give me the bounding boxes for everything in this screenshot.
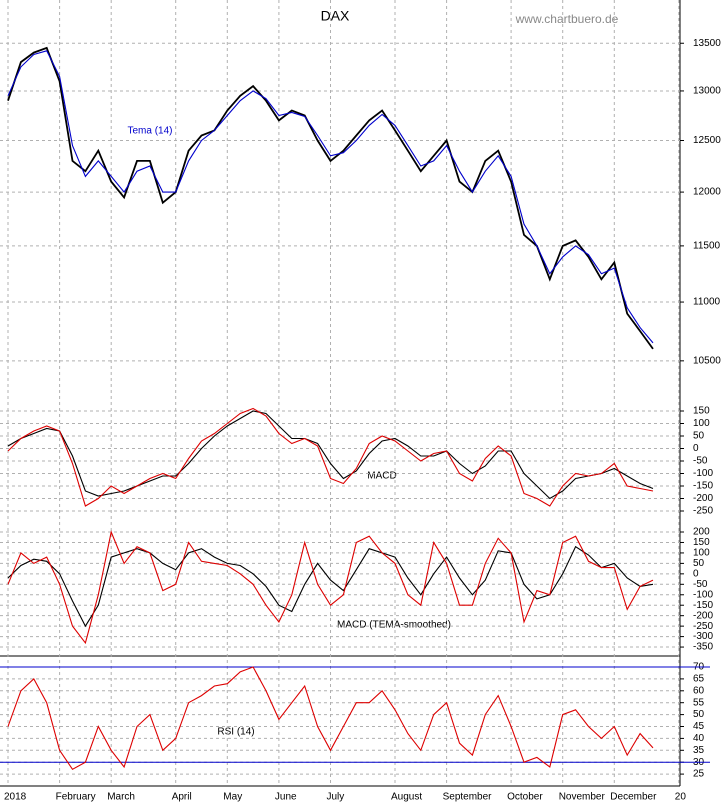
series-line: [7, 666, 654, 771]
x-tick-label: February: [56, 792, 96, 803]
y-tick-label: -50: [693, 579, 708, 590]
y-tick-label: 40: [693, 733, 705, 744]
y-tick-label: -250: [693, 506, 713, 517]
x-tick-label: July: [327, 792, 345, 803]
x-tick-label: March: [107, 792, 135, 803]
x-tick-label: April: [172, 792, 192, 803]
y-tick-label: -350: [693, 642, 713, 653]
y-tick-label: -150: [693, 600, 713, 611]
y-tick-label: 55: [693, 697, 705, 708]
series-line: [7, 407, 654, 507]
y-tick-label: 0: [693, 443, 699, 454]
y-tick-label: -200: [693, 610, 713, 621]
y-tick-label: 65: [693, 674, 705, 685]
y-tick-label: 50: [693, 558, 705, 569]
y-tick-label: 45: [693, 721, 705, 732]
series-line: [7, 50, 654, 344]
y-tick-label: 13500: [693, 38, 721, 49]
y-tick-label: -300: [693, 631, 713, 642]
series-line: [7, 410, 654, 500]
y-tick-label: 35: [693, 745, 705, 756]
y-tick-label: -50: [693, 456, 708, 467]
y-tick-label: 150: [693, 537, 710, 548]
x-tick-label: August: [391, 792, 422, 803]
y-tick-label: 100: [693, 548, 710, 559]
x-tick-label: 20: [675, 792, 687, 803]
y-tick-label: 50: [693, 709, 705, 720]
x-tick-label: November: [559, 792, 606, 803]
y-tick-label: -150: [693, 481, 713, 492]
panel-label: RSI (14): [217, 727, 254, 738]
x-tick-label: June: [275, 792, 297, 803]
panel-label: MACD: [367, 471, 396, 482]
y-tick-label: 60: [693, 685, 705, 696]
y-tick-label: 11500: [693, 241, 721, 252]
y-tick-label: 100: [693, 418, 710, 429]
y-tick-label: 13000: [693, 86, 721, 97]
source: www.chartbuero.de: [515, 12, 619, 26]
y-tick-label: -100: [693, 589, 713, 600]
x-tick-label: December: [610, 792, 657, 803]
y-tick-label: -100: [693, 468, 713, 479]
y-tick-label: 150: [693, 406, 710, 417]
x-tick-label: September: [443, 792, 493, 803]
y-tick-label: 12000: [693, 187, 721, 198]
series-label: Tema (14): [127, 126, 172, 137]
series-line: [7, 545, 654, 628]
y-tick-label: -200: [693, 493, 713, 504]
y-tick-label: -250: [693, 621, 713, 632]
y-tick-label: 0: [693, 568, 699, 579]
y-tick-label: 200: [693, 527, 710, 538]
y-tick-label: 50: [693, 431, 705, 442]
panel-label: MACD (TEMA-smoothed): [337, 620, 451, 631]
y-tick-label: 11000: [693, 297, 721, 308]
series-line: [7, 530, 654, 645]
series-line: [7, 46, 654, 350]
x-tick-label: 2018: [4, 792, 27, 803]
x-tick-label: October: [507, 792, 543, 803]
y-tick-label: 12500: [693, 135, 721, 146]
y-tick-label: 25: [693, 769, 705, 780]
y-tick-label: 10500: [693, 355, 721, 366]
x-tick-label: May: [223, 792, 242, 803]
chart-title: DAX: [321, 8, 350, 24]
